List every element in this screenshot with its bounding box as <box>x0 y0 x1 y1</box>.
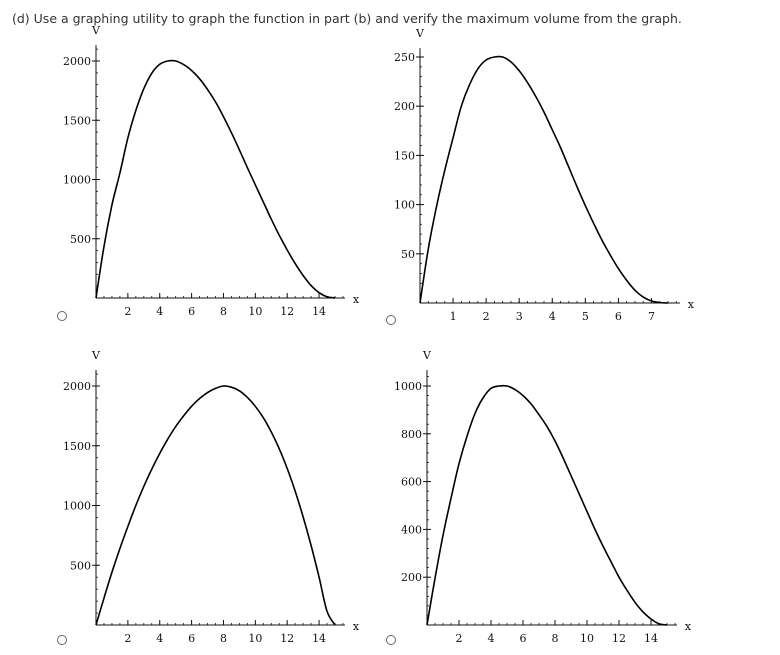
x-tick-label: 2 <box>483 310 490 323</box>
radio-option-b[interactable] <box>386 315 396 325</box>
y-axis-label: V <box>91 24 101 37</box>
y-tick-label: 500 <box>70 559 91 572</box>
y-tick-label: 1000 <box>63 500 91 513</box>
y-tick-label: 500 <box>70 233 91 246</box>
y-tick-label: 200 <box>401 571 422 584</box>
y-tick-label: 100 <box>394 199 415 212</box>
x-axis-label: x <box>685 620 692 633</box>
y-tick-label: 1500 <box>63 440 91 453</box>
y-tick-label: 2000 <box>63 380 91 393</box>
y-tick-label: 200 <box>394 100 415 113</box>
x-tick-label: 14 <box>644 632 658 645</box>
volume-curve <box>419 55 669 304</box>
x-tick-label: 6 <box>188 305 195 318</box>
x-tick-label: 4 <box>549 310 556 323</box>
x-axis-label: x <box>353 620 360 633</box>
x-axis-label: x <box>688 298 695 311</box>
x-tick-label: 7 <box>648 310 655 323</box>
x-tick-label: 8 <box>220 632 227 645</box>
x-tick-label: 12 <box>280 632 294 645</box>
x-tick-label: 1 <box>450 310 457 323</box>
y-axis-label: V <box>91 349 101 362</box>
x-tick-label: 4 <box>488 632 495 645</box>
radio-option-d[interactable] <box>386 635 396 645</box>
volume-curve <box>95 59 336 299</box>
volume-curve <box>95 385 336 626</box>
y-tick-label: 250 <box>394 51 415 64</box>
y-tick-label: 400 <box>401 523 422 536</box>
x-tick-label: 6 <box>520 632 527 645</box>
y-tick-label: 1500 <box>63 114 91 127</box>
volume-curve <box>426 384 668 626</box>
y-tick-label: 50 <box>401 248 415 261</box>
x-tick-label: 10 <box>248 305 262 318</box>
radio-option-a[interactable] <box>57 311 67 321</box>
x-tick-label: 4 <box>156 305 163 318</box>
x-tick-label: 3 <box>516 310 523 323</box>
y-tick-label: 1000 <box>63 174 91 187</box>
x-tick-label: 14 <box>312 305 326 318</box>
x-tick-label: 8 <box>552 632 559 645</box>
y-tick-label: 150 <box>394 149 415 162</box>
x-tick-label: 6 <box>188 632 195 645</box>
x-tick-label: 4 <box>156 632 163 645</box>
x-tick-label: 10 <box>580 632 594 645</box>
radio-option-c[interactable] <box>57 635 67 645</box>
x-tick-label: 14 <box>312 632 326 645</box>
x-tick-label: 8 <box>220 305 227 318</box>
y-axis-label: V <box>422 349 432 362</box>
x-tick-label: 12 <box>280 305 294 318</box>
x-tick-label: 10 <box>248 632 262 645</box>
x-tick-label: 12 <box>612 632 626 645</box>
x-tick-label: 2 <box>124 632 131 645</box>
x-tick-label: 2 <box>124 305 131 318</box>
x-tick-label: 2 <box>456 632 463 645</box>
x-tick-label: 6 <box>615 310 622 323</box>
y-tick-label: 800 <box>401 428 422 441</box>
x-tick-label: 5 <box>582 310 589 323</box>
x-axis-label: x <box>353 293 360 306</box>
y-axis-label: V <box>415 27 425 40</box>
y-tick-label: 2000 <box>63 55 91 68</box>
question-text: (d) Use a graphing utility to graph the … <box>12 11 682 26</box>
y-tick-label: 600 <box>401 476 422 489</box>
y-tick-label: 1000 <box>394 380 422 393</box>
